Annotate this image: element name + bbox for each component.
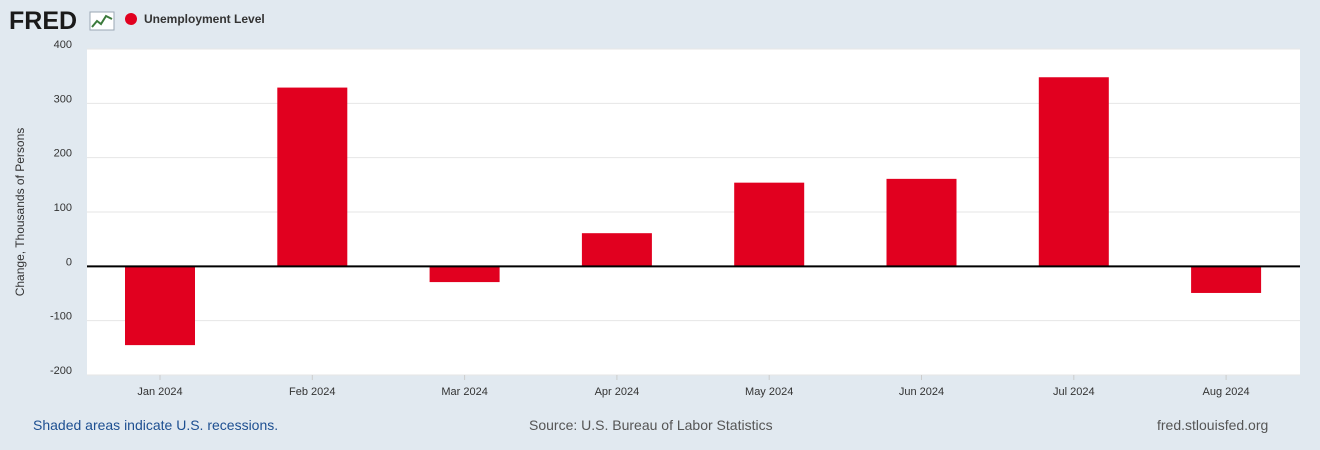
x-tick-label: Jan 2024 [137,386,182,398]
site-url-link[interactable]: fred.stlouisfed.org [1157,417,1268,433]
recession-note-link[interactable]: Shaded areas indicate U.S. recessions. [33,417,278,433]
x-tick-label: Jun 2024 [899,386,944,398]
bar-jul-2024[interactable] [1038,77,1109,267]
y-tick-label: 400 [54,39,72,51]
legend-marker-icon [125,13,137,25]
y-tick-label: 300 [54,93,72,105]
x-tick-label: Feb 2024 [289,386,335,398]
bars [125,77,1262,346]
bar-aug-2024[interactable] [1191,266,1262,293]
bar-mar-2024[interactable] [429,266,500,283]
source-note: Source: U.S. Bureau of Labor Statistics [529,417,773,433]
x-tick-label: Aug 2024 [1203,386,1250,398]
bar-feb-2024[interactable] [277,87,348,267]
fred-logo-text: FRED [9,7,77,35]
x-tick-label: May 2024 [745,386,793,398]
y-tick-label: -100 [50,311,72,323]
fred-logo[interactable]: FRED [9,7,115,35]
y-axis-label: Change, Thousands of Persons [13,128,27,297]
x-tick-label: Apr 2024 [595,386,640,398]
x-axis-ticks: Jan 2024 Feb 2024 Mar 2024 Apr 2024 May 2024… [137,375,1250,398]
y-tick-label: 100 [54,202,72,214]
legend[interactable]: Unemployment Level [125,12,265,26]
y-tick-label: 0 [66,256,72,268]
bar-jan-2024[interactable] [125,266,195,346]
bar-jun-2024[interactable] [886,178,957,267]
y-tick-label: 200 [54,148,72,160]
bar-apr-2024[interactable] [581,233,652,267]
y-tick-label: -200 [50,365,72,377]
x-tick-label: Jul 2024 [1053,386,1095,398]
x-tick-label: Mar 2024 [441,386,487,398]
y-axis-ticks: 400 300 200 100 0 -100 -200 [50,39,72,377]
fred-logo-chart-icon [89,11,115,31]
bar-may-2024[interactable] [734,182,805,267]
legend-label: Unemployment Level [144,12,265,26]
